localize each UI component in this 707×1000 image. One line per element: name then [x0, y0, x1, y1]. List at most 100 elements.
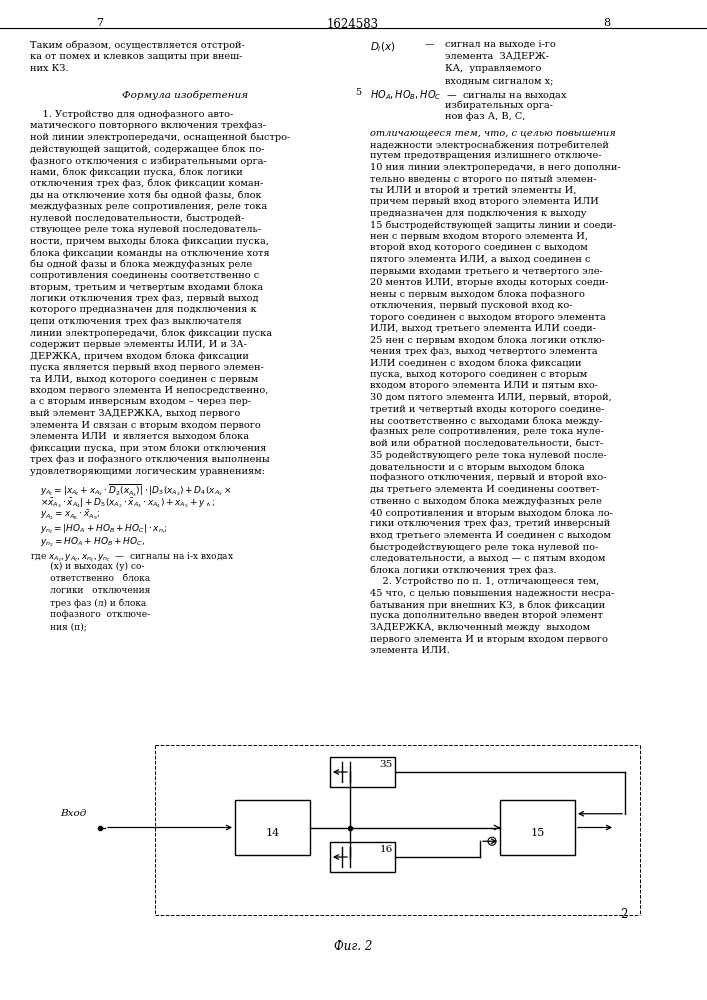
Text: пятого элемента ИЛИ, а выход соединен с: пятого элемента ИЛИ, а выход соединен с: [370, 255, 590, 264]
Text: чения трех фаз, выход четвертого элемента: чения трех фаз, выход четвертого элемент…: [370, 347, 597, 356]
Text: $y_{A_\ell} = |x_{A_\ell} + x_{A_2} \cdot \overline{D_2(x_{A_3})}| \cdot |D_3(x_: $y_{A_\ell} = |x_{A_\ell} + x_{A_2} \cdo…: [40, 483, 232, 499]
Text: входом первого элемента И непосредственно,: входом первого элемента И непосредственн…: [30, 386, 269, 395]
Text: матического повторного включения трехфаз-: матического повторного включения трехфаз…: [30, 121, 266, 130]
Text: предназначен для подключения к выходу: предназначен для подключения к выходу: [370, 209, 587, 218]
Text: логики отключения трех фаз, первый выход: логики отключения трех фаз, первый выход: [30, 294, 259, 303]
Text: нами, блок фиксации пуска, блок логики: нами, блок фиксации пуска, блок логики: [30, 167, 243, 177]
Text: а с вторым инверсным входом – через пер-: а с вторым инверсным входом – через пер-: [30, 397, 251, 406]
Text: линии электропередачи, блок фиксации пуска: линии электропередачи, блок фиксации пус…: [30, 328, 272, 338]
Text: $\times \bar{x}_{A_3} \cdot \bar{x}_{A_4}| + D_5(x_{A_2} \cdot \bar{x}_{A_3} \cd: $\times \bar{x}_{A_3} \cdot \bar{x}_{A_4…: [40, 496, 215, 510]
Text: сигнал на выходе i-го: сигнал на выходе i-го: [445, 40, 556, 49]
Text: удовлетворяющими логическим уравнениям:: удовлетворяющими логическим уравнениям:: [30, 466, 265, 476]
Text: причем первый вход второго элемента ИЛИ: причем первый вход второго элемента ИЛИ: [370, 198, 599, 207]
Text: ствующее реле тока нулевой последователь-: ствующее реле тока нулевой последователь…: [30, 225, 261, 234]
Text: пуска, выход которого соединен с вторым: пуска, выход которого соединен с вторым: [370, 370, 588, 379]
Text: та ИЛИ, выход которого соединен с первым: та ИЛИ, выход которого соединен с первым: [30, 374, 258, 383]
Text: батывания при внешних КЗ, в блок фиксации: батывания при внешних КЗ, в блок фиксаци…: [370, 600, 605, 609]
Text: $D_i(x)$: $D_i(x)$: [370, 40, 396, 54]
Text: пуска является первый вход первого элемен-: пуска является первый вход первого элеме…: [30, 363, 264, 372]
Text: отключения, первый пусковой вход ко-: отключения, первый пусковой вход ко-: [370, 301, 573, 310]
Text: следовательности, а выход — с пятым входом: следовательности, а выход — с пятым вход…: [370, 554, 605, 563]
Text: фиксации пуска, при этом блоки отключения: фиксации пуска, при этом блоки отключени…: [30, 444, 267, 453]
Text: действующей защитой, содержащее блок по-: действующей защитой, содержащее блок по-: [30, 144, 264, 154]
Text: нов фаз А, В, С,: нов фаз А, В, С,: [445, 112, 525, 121]
Text: $y_{n_2} = HO_A + HO_B + HO_C,$: $y_{n_2} = HO_A + HO_B + HO_C,$: [40, 535, 145, 549]
Text: вой или обратной последовательности, быст-: вой или обратной последовательности, быс…: [370, 439, 603, 448]
Text: Таким образом, осуществляется отстрой-: Таким образом, осуществляется отстрой-: [30, 40, 245, 49]
Text: ка от помех и клевков защиты при внеш-: ка от помех и клевков защиты при внеш-: [30, 52, 243, 61]
Text: элемента ИЛИ  и является выходом блока: элемента ИЛИ и является выходом блока: [30, 432, 249, 441]
Text: элемента  ЗАДЕРЖ-: элемента ЗАДЕРЖ-: [445, 52, 549, 61]
Text: третий и четвертый входы которого соедине-: третий и четвертый входы которого соедин…: [370, 404, 604, 414]
Text: путем предотвращения излишнего отключе-: путем предотвращения излишнего отключе-: [370, 151, 602, 160]
Text: 30 дом пятого элемента ИЛИ, первый, второй,: 30 дом пятого элемента ИЛИ, первый, втор…: [370, 393, 612, 402]
Text: 45 что, с целью повышения надежности несра-: 45 что, с целью повышения надежности нес…: [370, 588, 614, 597]
Text: пофазного отключения, первый и второй вхо-: пофазного отключения, первый и второй вх…: [370, 474, 607, 483]
Text: Вход: Вход: [60, 810, 86, 818]
Text: логики   отключения: логики отключения: [30, 586, 151, 595]
Text: вторым, третьим и четвертым входами блока: вторым, третьим и четвертым входами блок…: [30, 282, 263, 292]
Text: фазного отключения с избирательными орга-: фазного отключения с избирательными орга…: [30, 156, 267, 165]
Text: ной линии электропередачи, оснащенной быстро-: ной линии электропередачи, оснащенной бы…: [30, 133, 291, 142]
Text: входом второго элемента ИЛИ и пятым вхо-: входом второго элемента ИЛИ и пятым вхо-: [370, 381, 598, 390]
Text: содержит первые элементы ИЛИ, И и ЗА-: содержит первые элементы ИЛИ, И и ЗА-: [30, 340, 247, 349]
Text: ответственно   блока: ответственно блока: [30, 574, 150, 583]
Text: второй вход которого соединен с выходом: второй вход которого соединен с выходом: [370, 243, 588, 252]
Text: вый элемент ЗАДЕРЖКА, выход первого: вый элемент ЗАДЕРЖКА, выход первого: [30, 409, 240, 418]
Text: ности, причем выходы блока фиксации пуска,: ности, причем выходы блока фиксации пуск…: [30, 236, 269, 246]
Text: тельно введены с второго по пятый элемен-: тельно введены с второго по пятый элемен…: [370, 174, 597, 184]
Text: быстродействующего реле тока нулевой по-: быстродействующего реле тока нулевой по-: [370, 542, 598, 552]
Text: блока фиксации команды на отключение хотя: блока фиксации команды на отключение хот…: [30, 248, 269, 257]
Text: нулевой последовательности, быстродей-: нулевой последовательности, быстродей-: [30, 214, 245, 223]
Text: первыми входами третьего и четвертого эле-: первыми входами третьего и четвертого эл…: [370, 266, 603, 275]
Text: торого соединен с выходом второго элемента: торого соединен с выходом второго элемен…: [370, 312, 606, 322]
Text: ИЛИ, выход третьего элемента ИЛИ соеди-: ИЛИ, выход третьего элемента ИЛИ соеди-: [370, 324, 596, 333]
Text: 15: 15: [530, 828, 544, 838]
Text: надежности электроснабжения потребителей: надежности электроснабжения потребителей: [370, 140, 609, 149]
Text: которого предназначен для подключения к: которого предназначен для подключения к: [30, 306, 257, 314]
Text: бы одной фазы и блока междуфазных реле: бы одной фазы и блока междуфазных реле: [30, 259, 252, 269]
Text: КА,  управляемого: КА, управляемого: [445, 64, 542, 73]
Text: трез фаз (л) и блока: трез фаз (л) и блока: [30, 598, 146, 607]
Text: отличающееся тем, что, с целью повышения: отличающееся тем, что, с целью повышения: [370, 128, 616, 137]
Text: отключения трех фаз, блок фиксации коман-: отключения трех фаз, блок фиксации коман…: [30, 179, 264, 188]
Bar: [330, 842, 395, 872]
Text: сопротивления соединены соответственно с: сопротивления соединены соответственно с: [30, 271, 259, 280]
Text: Фиг. 2: Фиг. 2: [334, 940, 372, 953]
Text: 1. Устройство для однофазного авто-: 1. Устройство для однофазного авто-: [30, 110, 233, 119]
Text: 14: 14: [265, 828, 280, 838]
Text: ды третьего элемента И соединены соответ-: ды третьего элемента И соединены соответ…: [370, 485, 600, 494]
Text: 35: 35: [380, 760, 393, 769]
Text: (x) и выходах (y) со-: (x) и выходах (y) со-: [30, 562, 144, 571]
Text: 15 быстродействующей защиты линии и соеди-: 15 быстродействующей защиты линии и соед…: [370, 221, 616, 230]
Text: Формула изобретения: Формула изобретения: [122, 90, 248, 100]
Text: $y_{A_2} = x_{A_8} \cdot \bar{x}_{A_9};$: $y_{A_2} = x_{A_8} \cdot \bar{x}_{A_9};$: [40, 509, 100, 522]
Text: ты ИЛИ и второй и третий элементы И,: ты ИЛИ и второй и третий элементы И,: [370, 186, 576, 195]
Text: междуфазных реле сопротивления, реле тока: междуфазных реле сопротивления, реле ток…: [30, 202, 267, 211]
Text: 5: 5: [355, 88, 361, 97]
Bar: [500, 800, 575, 855]
Text: фазных реле сопротивления, реле тока нуле-: фазных реле сопротивления, реле тока нул…: [370, 428, 604, 436]
Text: трех фаз и пофазного отключения выполнены: трех фаз и пофазного отключения выполнен…: [30, 455, 269, 464]
Text: $HO_A, HO_B, HO_C$  —  сигналы на выходах: $HO_A, HO_B, HO_C$ — сигналы на выходах: [370, 88, 568, 102]
Text: 35 родействующего реле тока нулевой после-: 35 родействующего реле тока нулевой посл…: [370, 450, 607, 460]
Text: пуска дополнительно введен второй элемент: пуска дополнительно введен второй элемен…: [370, 611, 603, 620]
Text: $y_{n_\ell} = |HO_A + HO_B + HO_C| \cdot x_{n_i};$: $y_{n_\ell} = |HO_A + HO_B + HO_C| \cdot…: [40, 522, 168, 536]
Text: ственно с выходом блока междуфазных реле: ственно с выходом блока междуфазных реле: [370, 496, 602, 506]
Text: 40 сопротивления и вторым выходом блока ло-: 40 сопротивления и вторым выходом блока …: [370, 508, 613, 518]
Text: нены с первым выходом блока пофазного: нены с первым выходом блока пофазного: [370, 290, 585, 299]
Text: 8: 8: [604, 18, 611, 28]
Text: 2. Устройство по п. 1, отличающееся тем,: 2. Устройство по п. 1, отличающееся тем,: [370, 577, 599, 586]
Text: 25 нен с первым входом блока логики отклю-: 25 нен с первым входом блока логики откл…: [370, 336, 605, 345]
Text: ды на отключение хотя бы одной фазы, блок: ды на отключение хотя бы одной фазы, бло…: [30, 190, 262, 200]
Text: 7: 7: [96, 18, 103, 28]
Text: входным сигналом x;: входным сигналом x;: [445, 76, 554, 85]
Text: первого элемента И и вторым входом первого: первого элемента И и вторым входом перво…: [370, 635, 608, 644]
Text: гики отключения трех фаз, третий инверсный: гики отключения трех фаз, третий инверсн…: [370, 520, 610, 528]
Text: пофазного  отключе-: пофазного отключе-: [30, 610, 150, 619]
Text: довательности и с вторым выходом блока: довательности и с вторым выходом блока: [370, 462, 585, 472]
Text: вход третьего элемента И соединен с выходом: вход третьего элемента И соединен с выхо…: [370, 531, 611, 540]
Bar: [330, 757, 395, 787]
Text: 1624583: 1624583: [327, 18, 379, 31]
Text: блока логики отключения трех фаз.: блока логики отключения трех фаз.: [370, 566, 556, 575]
